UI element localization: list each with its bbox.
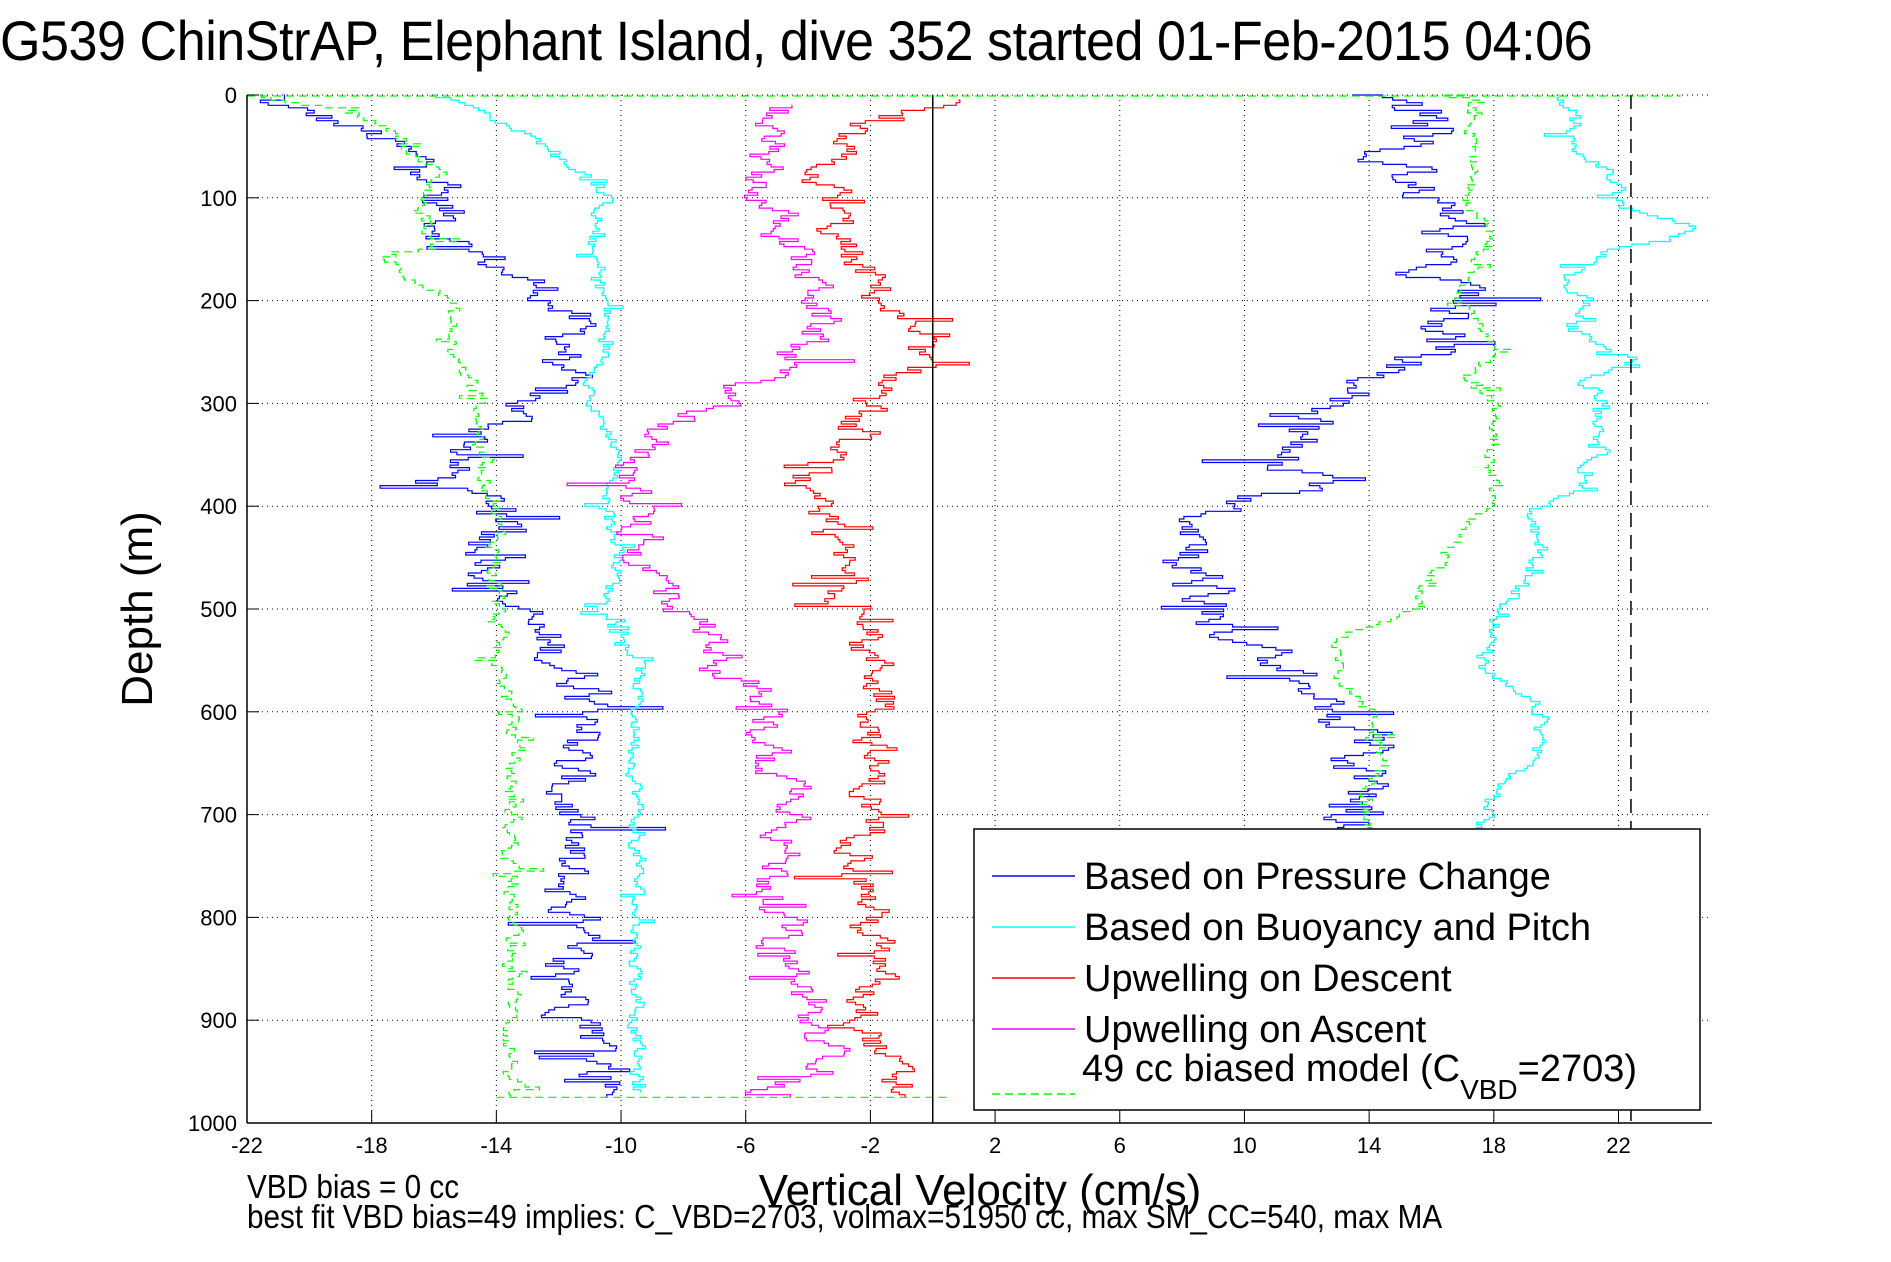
- y-tick-label: 500: [200, 597, 237, 622]
- legend: Based on Pressure Change Based on Buoyanc…: [973, 828, 1701, 1111]
- series-layer: [246, 94, 1697, 1098]
- series-buoyancy-and-pitch-descent: [433, 94, 655, 1093]
- series-pressure-change-descent: [259, 94, 667, 1098]
- y-tick-label: 600: [200, 700, 237, 725]
- legend-label: 49 cc biased model (CVBD=2703): [1082, 1048, 1637, 1105]
- x-tick-label: 22: [1606, 1133, 1630, 1158]
- legend-box: [973, 828, 1701, 1111]
- x-tick-label: 2: [989, 1133, 1001, 1158]
- legend-label-tail: =2703): [1518, 1048, 1637, 1090]
- best-fit-note: best fit VBD bias=49 implies: C_VBD=2703…: [247, 1198, 1443, 1235]
- y-tick-label: 900: [200, 1008, 237, 1033]
- reference-lines: [931, 95, 1632, 1123]
- series-upwelling-on-descent: [783, 99, 970, 1098]
- x-axis-label: Vertical Velocity (cm/s): [759, 1166, 1202, 1215]
- series-buoyancy-and-pitch-ascent: [1471, 94, 1697, 836]
- series-upwelling-on-ascent: [566, 104, 855, 1098]
- y-tick-label: 800: [200, 905, 237, 930]
- axis-ticks: -22 -18 -14 -10 -6 -2 2 6 10 14 18 2201002003004005…: [188, 83, 1712, 1158]
- x-tick-label: 18: [1482, 1133, 1506, 1158]
- legend-label: Upwelling on Ascent: [1084, 1009, 1427, 1051]
- series-49-cc-biased-model-ascent: [1330, 94, 1512, 836]
- legend-label: Upwelling on Descent: [1084, 958, 1452, 1000]
- x-tick-label: -6: [736, 1133, 756, 1158]
- x-tick-label: 10: [1232, 1133, 1256, 1158]
- y-tick-label: 300: [200, 391, 237, 416]
- chart-title: G539 ChinStrAP, Elephant Island, dive 35…: [0, 9, 1593, 72]
- legend-label-subscript: VBD: [1460, 1074, 1518, 1105]
- x-tick-label: 6: [1114, 1133, 1126, 1158]
- x-tick-label: 14: [1357, 1133, 1381, 1158]
- y-tick-label: 400: [200, 494, 237, 519]
- y-tick-label: 1000: [188, 1111, 237, 1136]
- series-pressure-change-ascent: [1160, 94, 1542, 836]
- y-tick-label: 700: [200, 803, 237, 828]
- legend-label: Based on Buoyancy and Pitch: [1084, 907, 1591, 949]
- x-tick-label: -14: [480, 1133, 512, 1158]
- legend-label-main: 49 cc biased model (C: [1082, 1048, 1460, 1090]
- y-tick-label: 0: [225, 83, 237, 108]
- legend-label: Based on Pressure Change: [1084, 856, 1551, 898]
- x-tick-label: -2: [861, 1133, 881, 1158]
- series-49-cc-biased-model-descent: [246, 94, 545, 1098]
- x-tick-label: -18: [356, 1133, 388, 1158]
- x-tick-label: -22: [231, 1133, 263, 1158]
- vbd-bias-note: VBD bias = 0 cc: [247, 1168, 460, 1205]
- y-tick-label: 200: [200, 289, 237, 314]
- y-tick-label: 100: [200, 186, 237, 211]
- y-axis-label: Depth (m): [113, 511, 162, 707]
- x-tick-label: -10: [605, 1133, 637, 1158]
